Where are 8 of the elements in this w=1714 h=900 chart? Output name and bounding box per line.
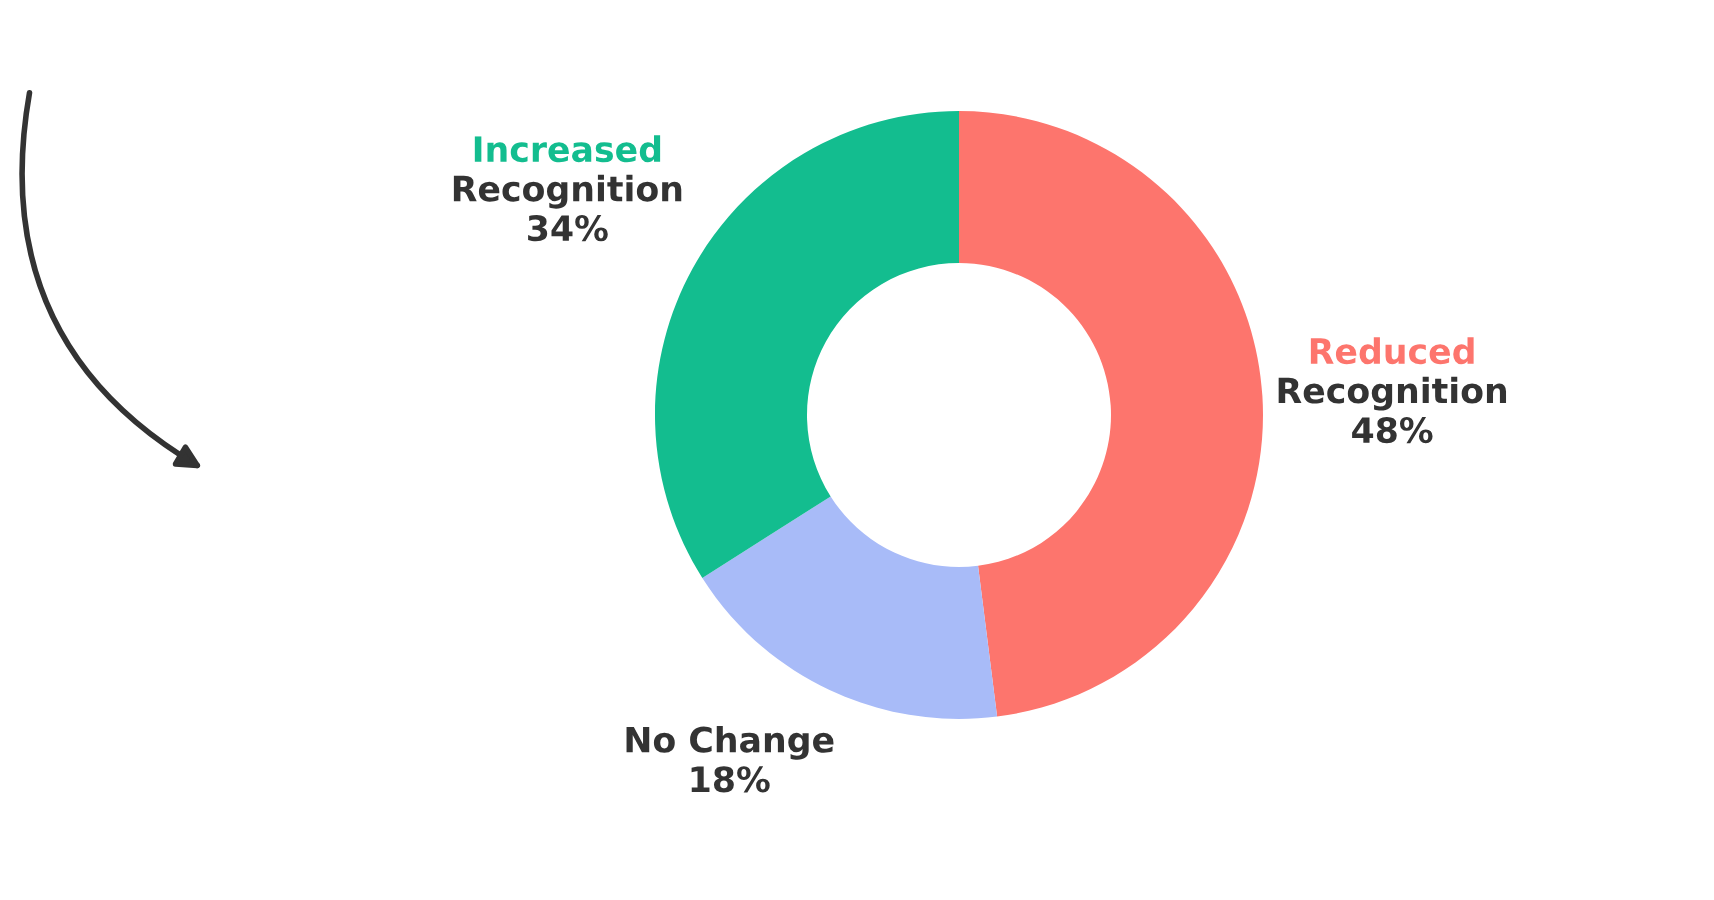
slice-label: No Change	[626, 725, 834, 760]
slice-label: Reduced Recognition	[1278, 337, 1507, 411]
slice-label: Increased Recognition	[453, 135, 682, 209]
donut-slice	[959, 111, 1263, 717]
donut-slice	[702, 496, 998, 719]
data-label: 34%	[528, 215, 608, 242]
data-label: 48%	[1352, 416, 1433, 444]
data-label: 18%	[691, 766, 770, 793]
